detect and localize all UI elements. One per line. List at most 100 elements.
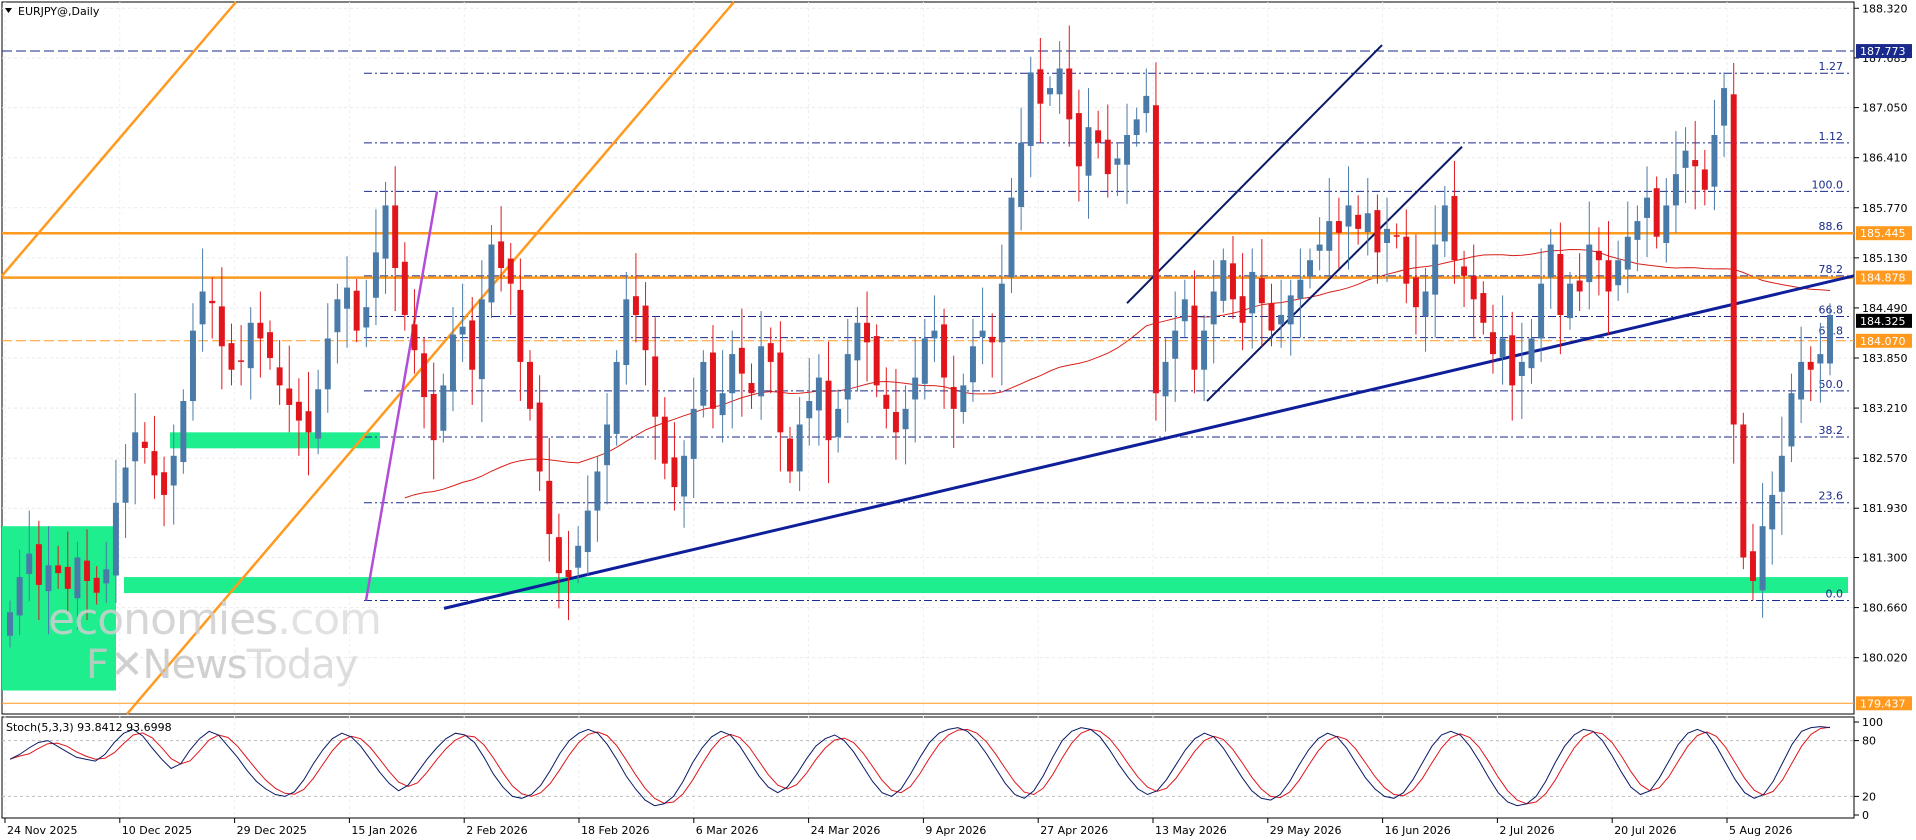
title-dropdown-icon[interactable] <box>5 8 12 13</box>
candle-body <box>1027 72 1034 146</box>
candle <box>440 373 447 443</box>
symbol-title: EURJPY@,Daily <box>18 5 100 18</box>
candle-body <box>55 565 62 574</box>
candle-body <box>267 332 273 358</box>
candle-body <box>1432 244 1439 295</box>
candle-body <box>401 261 408 315</box>
candle-body <box>729 354 736 394</box>
stoch-label: Stoch(5,3,3) 93.8412 93.6998 <box>6 721 172 734</box>
candle <box>84 529 91 621</box>
candle-body <box>315 389 322 439</box>
orange-channel-upper <box>1 1 237 277</box>
candle-body <box>1567 283 1573 319</box>
candle <box>324 303 331 413</box>
candle-body <box>584 510 591 553</box>
candle <box>401 242 408 331</box>
candle-body <box>1663 205 1670 243</box>
stoch-tick-label: 0 <box>1862 809 1869 822</box>
candle-body <box>873 336 880 386</box>
candle <box>1499 295 1506 385</box>
candle-body <box>1470 275 1477 300</box>
candle <box>1567 271 1573 330</box>
candle-body <box>1778 455 1785 492</box>
candle-body <box>690 408 697 459</box>
candle <box>565 530 572 621</box>
candle <box>969 318 976 402</box>
candle-body <box>565 570 572 578</box>
price-tick-label: 188.320 <box>1862 2 1908 15</box>
candle <box>74 541 81 630</box>
candle <box>892 368 899 460</box>
candle <box>787 426 793 484</box>
candle <box>1191 270 1198 394</box>
candle <box>1239 253 1246 351</box>
candle <box>189 303 196 421</box>
candle-body <box>103 569 110 584</box>
support-zone-mid <box>170 432 380 449</box>
candle-body <box>1316 244 1323 251</box>
candle <box>1759 483 1766 618</box>
price-tag: 179.437 <box>1856 696 1912 711</box>
candle-body <box>1807 361 1814 370</box>
candle-body <box>1056 68 1063 95</box>
candle-body <box>507 258 514 284</box>
stoch-main-line <box>9 726 1831 807</box>
candle-body <box>700 361 707 406</box>
candle-body <box>112 502 119 576</box>
candle <box>1807 346 1814 402</box>
candle <box>1615 240 1622 301</box>
candle <box>1143 68 1150 133</box>
candle-body <box>1692 160 1699 167</box>
candle-body <box>45 565 52 592</box>
candle <box>141 422 148 464</box>
price-tag-bg <box>1856 270 1912 285</box>
candle-body <box>1605 260 1612 292</box>
candle-body <box>1393 235 1400 237</box>
candle-body <box>777 352 784 433</box>
candle-body <box>1201 330 1208 370</box>
candle-body <box>681 455 688 497</box>
candle <box>1721 72 1728 157</box>
candle <box>1085 88 1092 219</box>
price-tag: 184.325 <box>1856 313 1912 328</box>
price-tag-bg <box>1856 333 1912 348</box>
moving-average-line <box>404 248 1831 499</box>
candle <box>1335 197 1342 269</box>
candle-body <box>353 290 360 331</box>
candle <box>1441 185 1448 258</box>
candle-body <box>1730 94 1737 425</box>
candle <box>1576 253 1583 312</box>
candle-body <box>931 330 938 339</box>
date-tick-label: 9 Apr 2026 <box>925 824 986 837</box>
candle-body <box>709 352 716 409</box>
date-tick-label: 15 Jan 2026 <box>351 824 417 837</box>
candle-body <box>1355 214 1362 229</box>
candle <box>1586 201 1593 310</box>
candle-body <box>864 322 871 343</box>
candle-body <box>1759 526 1766 591</box>
candle <box>449 307 456 412</box>
candle <box>777 321 784 472</box>
candle-body <box>1152 105 1159 394</box>
candle-body <box>1672 174 1679 206</box>
candle-body <box>969 346 976 383</box>
candle <box>1817 322 1824 403</box>
candle <box>1798 326 1805 423</box>
candle <box>536 375 543 492</box>
candle <box>1672 131 1679 233</box>
candle <box>738 308 745 417</box>
candle <box>488 224 495 319</box>
candle <box>16 549 23 635</box>
stoch-tick-label: 20 <box>1862 790 1876 803</box>
candle-body <box>844 354 851 400</box>
candle <box>199 248 206 352</box>
candle-body <box>806 401 813 419</box>
candle-body <box>488 244 495 303</box>
candle <box>1355 195 1362 245</box>
orange-channel-lower <box>126 1 735 715</box>
candle <box>1595 227 1602 296</box>
candle <box>1229 235 1236 319</box>
candle-body <box>671 457 678 488</box>
candle <box>1653 176 1660 249</box>
candle <box>1124 103 1131 204</box>
